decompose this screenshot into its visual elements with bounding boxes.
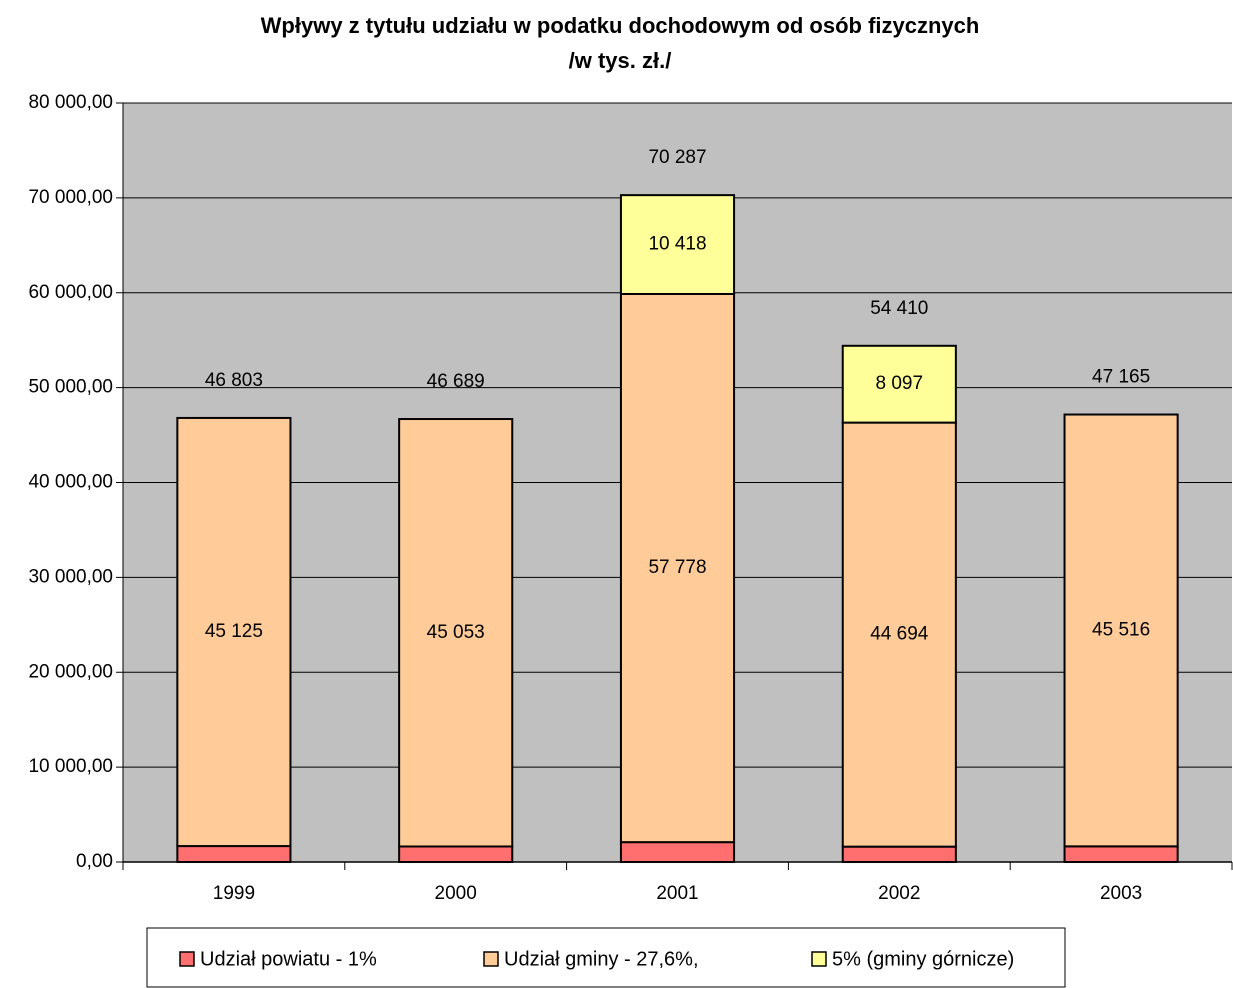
legend-swatch <box>811 951 827 967</box>
y-tick-label: 80 000,00 <box>28 92 113 113</box>
y-tick-label: 70 000,00 <box>28 187 113 208</box>
bar-segment <box>176 845 292 864</box>
legend-swatch <box>483 951 499 967</box>
x-tick-label: 2001 <box>656 883 698 904</box>
bar-segment <box>619 194 736 295</box>
total-label: 70 287 <box>648 147 706 168</box>
data-label: 57 778 <box>648 557 706 578</box>
legend-label: 5% (gminy górnicze) <box>832 948 1014 970</box>
legend-label: Udział powiatu - 1% <box>200 948 377 970</box>
y-tick-label: 30 000,00 <box>28 566 113 587</box>
y-tick-label: 10 000,00 <box>28 756 113 777</box>
y-tick-label: 50 000,00 <box>28 377 113 398</box>
bar-segment <box>1063 413 1179 848</box>
y-tick-label: 20 000,00 <box>28 661 113 682</box>
legend-label: Udział gminy - 27,6%, <box>504 948 699 970</box>
legend-box <box>146 927 1066 988</box>
chart-subtitle: /w tys. zł./ <box>569 48 672 73</box>
data-label: 44 694 <box>870 624 929 645</box>
legend-swatch <box>179 951 195 967</box>
data-label: 45 125 <box>205 621 263 642</box>
data-label: 45 053 <box>427 622 485 643</box>
bar-segment <box>619 292 736 844</box>
total-label: 46 689 <box>427 371 485 392</box>
bar-segment <box>176 416 292 848</box>
x-tick-label: 1999 <box>213 883 255 904</box>
data-label: 45 516 <box>1092 619 1150 640</box>
bar-segment <box>398 418 514 848</box>
x-tick-label: 2000 <box>435 883 477 904</box>
bar-segment <box>619 841 736 864</box>
data-label: 10 418 <box>648 234 706 255</box>
y-tick-label: 0,00 <box>76 851 113 872</box>
y-tick-label: 60 000,00 <box>28 282 113 303</box>
total-label: 54 410 <box>870 298 928 319</box>
x-tick-label: 2002 <box>878 883 920 904</box>
total-label: 46 803 <box>205 370 263 391</box>
bar-segment <box>841 344 957 424</box>
bar-segment <box>841 845 957 863</box>
data-label: 8 097 <box>876 373 924 394</box>
x-tick-label: 2003 <box>1100 883 1142 904</box>
total-label: 47 165 <box>1092 367 1150 388</box>
chart-title: Wpływy z tytułu udziału w podatku dochod… <box>261 13 980 38</box>
y-tick-label: 40 000,00 <box>28 472 113 493</box>
bar-segment <box>841 421 957 848</box>
bar-segment <box>1063 845 1179 863</box>
bar-segment <box>398 845 514 864</box>
